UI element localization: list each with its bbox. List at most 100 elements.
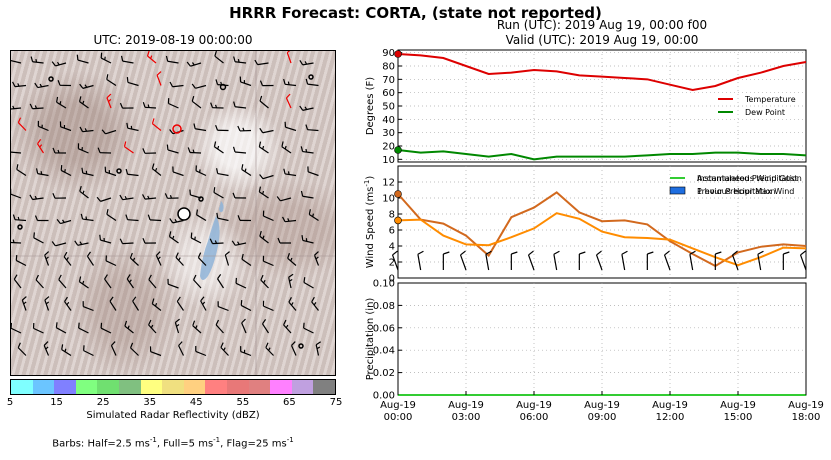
barb-flag [99,234,101,241]
barb-flag [142,102,146,108]
x-tick-label-date: Aug-19 [584,400,620,411]
wind-barb [56,218,72,225]
barb-shaft [60,169,72,177]
barb-flag [231,240,236,246]
barbs-note-flag: , Flag=25 ms [220,438,287,450]
barb-flag [307,166,309,172]
barb-shaft [82,84,94,89]
wind-barb [76,54,89,64]
barb-flag [169,129,174,135]
y-tick-label: 10 [382,194,395,205]
barb-shaft [240,304,252,312]
wind-barb [61,344,72,357]
wind-barb [110,341,117,356]
wind-barb [235,277,247,289]
wind-barb [37,139,45,154]
wind-barb [105,255,117,267]
barb-flag [232,192,236,199]
colorbar-swatch [291,380,314,394]
barb-flag [215,168,219,174]
barb-shaft [104,278,112,289]
barb-shaft [60,219,72,225]
barb-flag [85,170,88,175]
barb-shaft [195,350,207,357]
wind-barb [146,51,157,64]
wind-barb [37,120,49,132]
barb-shaft [240,81,252,87]
barb-flag [82,190,85,194]
wind-barb [55,322,67,334]
colorbar-swatch [248,380,271,394]
barb-shaft [147,55,157,64]
barb-flag [244,168,247,172]
barb-shaft [288,277,292,289]
map-title: UTC: 2019-08-19 00:00:00 [93,33,253,47]
wind-barb [315,341,322,356]
barb-shaft [11,107,22,110]
barb-flag [23,301,27,305]
barb-shaft [77,59,89,64]
wind-barb [99,234,112,244]
wind-barb [86,251,95,266]
barb-flag [156,71,162,76]
barb-shaft [152,123,162,131]
wind-barb [200,296,207,311]
barb-shaft [307,83,319,87]
barb-shaft [86,255,95,266]
barb-shaft [122,242,134,245]
barb-flag [199,169,201,173]
station-marker [172,124,182,134]
barb-shaft [105,129,117,135]
barb-shaft [149,219,162,222]
wind-barb [11,239,22,244]
barb-flag [237,125,241,132]
barb-flag [301,235,304,241]
barb-shaft [124,146,134,154]
barb-flag [191,95,195,102]
series-start-marker [394,216,402,225]
y-tick-label: 30 [382,128,395,139]
wind-barb [288,273,294,289]
barb-flag [299,59,304,66]
timeline-wind-barb [757,250,764,271]
wind-barb [197,252,207,266]
colorbar-tick-label: 75 [329,397,343,408]
timeline-wind-barb [782,251,790,270]
wind-barb [29,194,44,201]
barb-flag [79,126,84,132]
barb-shaft [176,301,184,311]
wind-barb [59,121,72,132]
barb-shaft [109,300,117,311]
wind-barb [165,55,179,64]
barb-flag [106,208,109,215]
barb-flag [32,322,35,329]
barb-shaft [213,192,224,199]
barb-shaft [689,254,694,271]
barb-shaft [174,322,180,334]
barb-flag [81,167,84,174]
barb-shaft [127,127,139,132]
wind-barb [283,319,292,334]
barb-shaft [193,279,202,289]
barb-flag [511,251,518,255]
barb-flag [175,252,179,258]
colorbar-tick-label: 35 [143,397,157,408]
barb-flag [30,56,34,62]
wind-barb [300,146,314,154]
wind-barb [34,215,49,222]
barb-flag [15,255,18,261]
barb-shaft [100,57,112,64]
barb-shaft [189,151,202,154]
chart-panel-1: 10 20 30 40 50 60 70 80 90 Degrees (F) Temperature… [365,48,807,166]
wind-barb [119,194,134,201]
barb-flag [21,296,27,301]
barb-flag [190,232,193,238]
barb-flag [35,58,38,63]
barb-flag [287,171,290,175]
wind-barb [142,102,157,109]
wind-barb [106,208,117,221]
barb-flag [34,195,38,200]
barb-flag [11,322,12,329]
wind-barb [104,274,112,289]
wind-barb [174,318,180,334]
